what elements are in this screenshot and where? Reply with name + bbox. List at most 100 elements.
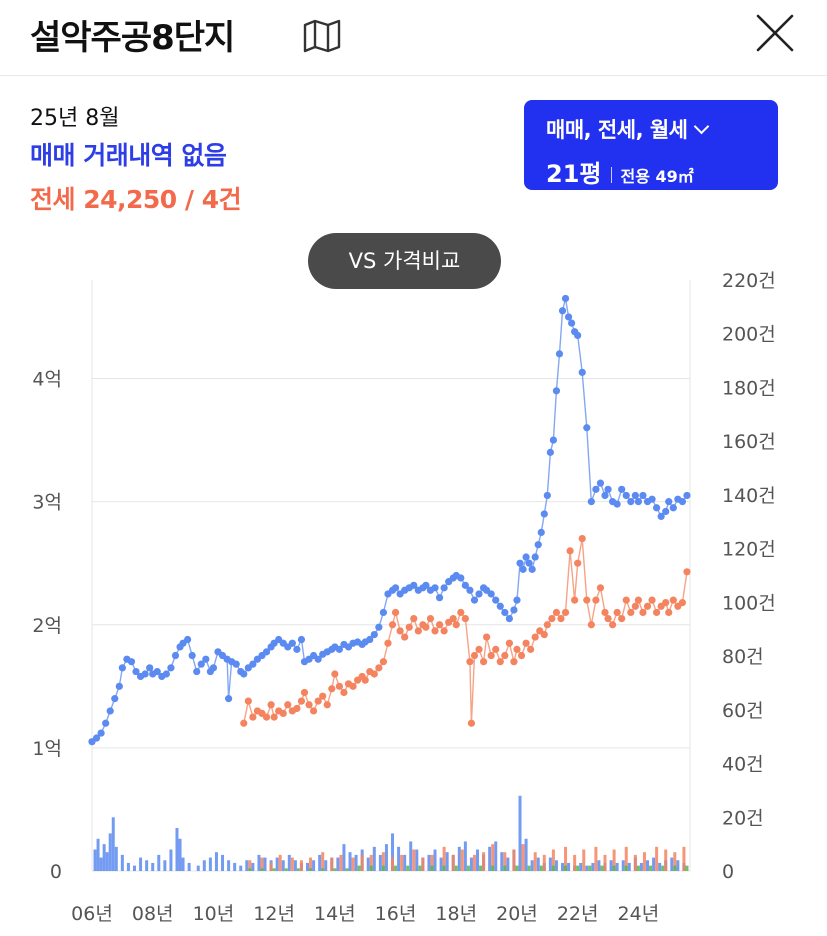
volume-bar-monthly — [466, 865, 470, 871]
point-rent — [501, 651, 509, 660]
point-rent — [249, 713, 257, 721]
point-rent — [583, 596, 591, 604]
point-sale — [501, 608, 509, 617]
page-title: 설악주공8단지 — [30, 18, 235, 58]
volume-bar-sale — [293, 860, 297, 871]
volume-bar-sale — [518, 795, 522, 871]
point-rent — [319, 692, 327, 700]
volume-bar-sale — [105, 852, 109, 871]
volume-bar-sale — [169, 849, 173, 871]
point-sale — [375, 623, 383, 631]
point-rent — [548, 614, 556, 623]
price-lines — [88, 294, 691, 746]
volume-bar-sale — [476, 849, 480, 871]
volume-bar-rent — [664, 849, 668, 871]
volume-bar-rent — [642, 852, 646, 871]
map-icon[interactable] — [302, 18, 342, 54]
point-sale — [634, 498, 642, 506]
point-sale — [583, 424, 591, 432]
volume-bar-monthly — [369, 865, 373, 871]
volume-bar-sale — [591, 862, 595, 871]
selected-date: 25년 8월 — [30, 106, 120, 131]
point-rent — [309, 707, 318, 715]
point-rent — [510, 658, 518, 666]
point-rent — [669, 596, 677, 604]
volume-bar-monthly — [491, 865, 495, 871]
volume-bar-monthly — [661, 865, 665, 871]
point-sale — [146, 664, 154, 672]
volume-bar-sale — [187, 862, 191, 871]
point-sale — [492, 596, 500, 604]
point-sale — [97, 729, 105, 737]
point-rent — [391, 608, 400, 617]
point-sale — [457, 574, 465, 582]
header: 설악주공8단지 — [0, 0, 827, 76]
volume-bar-sale — [312, 860, 316, 871]
close-icon[interactable] — [752, 10, 798, 56]
volume-bar-sale — [96, 838, 100, 871]
volume-bar-rent — [339, 854, 343, 871]
point-rent — [457, 608, 465, 617]
volume-bar-rent — [451, 854, 455, 871]
volume-bar-sale — [214, 852, 218, 871]
point-sale — [592, 485, 600, 493]
point-rent — [479, 658, 488, 666]
volume-bar-monthly — [551, 865, 555, 871]
volume-bar-sale — [530, 860, 534, 871]
point-rent — [571, 596, 579, 604]
volume-bar-sale — [567, 862, 571, 871]
point-rent — [604, 614, 612, 623]
point-sale — [288, 639, 296, 647]
volume-bar-rent — [624, 846, 628, 871]
volume-bar-rent — [412, 849, 416, 871]
volume-bar-sale — [548, 857, 552, 871]
volume-bar-rent — [330, 857, 334, 871]
volume-bar-monthly — [248, 868, 252, 871]
volume-bar-sale — [415, 849, 419, 871]
point-sale — [487, 590, 495, 598]
volume-bar-sale — [202, 860, 206, 871]
point-sale — [475, 590, 483, 598]
point-sale — [639, 491, 647, 500]
point-rent — [531, 633, 539, 641]
point-rent — [370, 670, 378, 678]
point-rent — [517, 651, 526, 660]
point-rent — [492, 645, 500, 653]
volume-bar-sale — [263, 857, 267, 871]
point-sale — [111, 695, 119, 703]
point-rent — [270, 713, 278, 721]
volume-bar-sale — [348, 852, 352, 871]
series-line-rent — [243, 538, 688, 724]
volume-bar-rent — [299, 860, 303, 871]
volume-bar-rent — [533, 852, 537, 871]
volume-bar-sale — [639, 862, 643, 871]
volume-bar-sale — [409, 841, 413, 871]
volume-bar-sale — [585, 865, 589, 871]
point-rent — [648, 596, 656, 604]
point-rent — [449, 614, 457, 623]
point-rent — [639, 608, 647, 617]
volume-bar-rent — [369, 854, 373, 871]
point-sale — [596, 479, 605, 487]
point-sale — [519, 565, 527, 573]
volume-bar-sale — [178, 838, 182, 871]
volume-bar-rent — [430, 854, 434, 871]
point-sale — [232, 660, 240, 668]
volume-bar-rent — [655, 846, 659, 871]
point-rent — [431, 627, 439, 635]
point-rent — [483, 633, 491, 641]
vs-price-compare-button[interactable]: VS 가격비교 — [308, 233, 501, 289]
point-sale — [648, 495, 656, 503]
volume-bar-sale — [427, 854, 431, 871]
trade-type-filter-button[interactable]: 매매, 전세, 월세 21평 전용 49㎡ — [524, 100, 778, 190]
point-rent — [566, 547, 574, 555]
point-sale — [167, 664, 175, 672]
point-rent — [396, 627, 404, 635]
volume-bar-monthly — [442, 865, 446, 871]
volume-bar-monthly — [588, 865, 592, 871]
volume-bar-sale — [445, 852, 449, 871]
volume-bar-rent — [542, 854, 546, 871]
point-rent — [683, 568, 691, 576]
point-rent — [405, 623, 413, 631]
point-rent — [552, 608, 561, 617]
